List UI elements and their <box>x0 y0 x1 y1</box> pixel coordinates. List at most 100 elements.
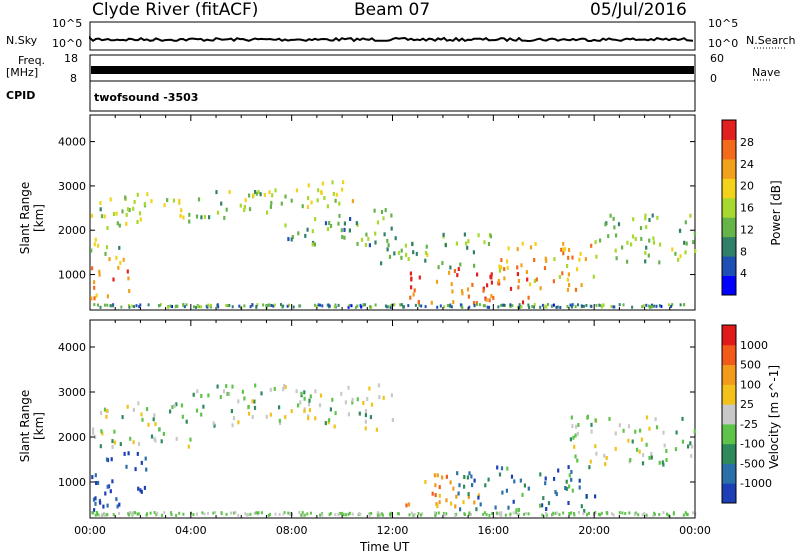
data-cell <box>270 200 273 205</box>
data-cell <box>658 260 661 265</box>
data-cell <box>644 213 647 218</box>
y-tick-label: 1000 <box>58 269 86 282</box>
data-cell <box>106 226 109 230</box>
data-cell <box>340 228 343 233</box>
colorbar-frame <box>721 119 737 296</box>
data-cell <box>523 483 526 488</box>
nave-tick-top: 60 <box>710 52 724 65</box>
data-cell <box>390 511 393 515</box>
data-cell <box>576 267 579 272</box>
data-cell <box>92 431 95 436</box>
data-cell <box>468 305 471 309</box>
data-cell <box>321 304 324 308</box>
data-cell <box>348 511 351 515</box>
data-cell <box>373 208 376 213</box>
data-cell <box>94 473 97 478</box>
data-cell <box>437 265 440 270</box>
data-cell <box>571 255 574 260</box>
data-cell <box>521 241 524 246</box>
data-cell <box>195 408 199 413</box>
data-cell <box>516 265 519 270</box>
data-cell <box>302 513 305 517</box>
data-cell <box>479 502 482 507</box>
data-cell <box>412 250 415 255</box>
data-cell <box>153 413 156 418</box>
data-cell <box>100 411 103 415</box>
data-cell <box>342 180 345 185</box>
colorbar-frame <box>721 324 737 504</box>
data-cell <box>390 393 393 398</box>
data-cell <box>96 511 98 515</box>
data-cell <box>212 511 215 515</box>
data-cell <box>679 254 682 259</box>
data-cell <box>424 305 427 309</box>
data-cell <box>107 484 111 489</box>
data-cell <box>326 204 329 209</box>
data-cell <box>106 484 109 489</box>
data-cell <box>590 243 593 248</box>
data-cell <box>641 513 644 517</box>
data-cell <box>399 303 402 307</box>
data-cell <box>90 213 94 218</box>
data-cell <box>241 389 244 394</box>
data-cell <box>690 453 693 458</box>
data-cell <box>595 254 598 259</box>
data-cell <box>512 511 515 515</box>
data-cell <box>570 415 573 420</box>
data-cell <box>217 305 220 309</box>
data-cell <box>169 409 172 414</box>
data-cell <box>207 511 209 515</box>
data-cell <box>568 484 571 489</box>
data-cell <box>97 303 99 307</box>
data-cell <box>389 305 392 309</box>
data-cell <box>244 512 247 516</box>
data-cell <box>645 415 649 420</box>
colorbar-swatch <box>722 384 736 405</box>
data-cell <box>319 303 322 307</box>
data-cell <box>576 458 579 463</box>
data-cell <box>558 513 561 517</box>
data-cell <box>425 244 428 249</box>
colorbar-tick-label: 1000 <box>740 339 768 352</box>
data-cell <box>562 247 565 252</box>
data-cell <box>475 507 478 512</box>
beam-title: Beam 07 <box>354 0 431 20</box>
data-cell <box>512 499 515 504</box>
data-cell <box>654 417 657 422</box>
data-cell <box>174 305 177 309</box>
data-cell <box>383 232 386 237</box>
data-cell <box>441 475 444 480</box>
data-cell <box>154 438 157 443</box>
data-cell <box>648 218 651 222</box>
data-cell <box>393 251 396 256</box>
data-cell <box>642 453 645 458</box>
x-tick-label: 04:00 <box>175 524 207 537</box>
data-cell <box>470 474 473 479</box>
data-cell <box>351 400 354 405</box>
data-cell <box>123 451 126 456</box>
data-cell <box>273 386 276 391</box>
data-cell <box>181 414 184 419</box>
nsky-tick-bottom: 10^0 <box>52 37 83 50</box>
data-cell <box>665 449 668 453</box>
data-cell <box>400 303 403 307</box>
data-cell <box>437 511 440 515</box>
data-cell <box>497 281 500 286</box>
data-cell <box>225 207 228 212</box>
data-cell <box>472 250 475 255</box>
data-cell <box>374 231 377 236</box>
data-cell <box>94 501 97 506</box>
data-cell <box>521 300 525 305</box>
data-cell <box>468 512 471 516</box>
data-cell <box>156 511 159 515</box>
data-cell <box>129 436 132 441</box>
data-cell <box>574 287 578 292</box>
data-cell <box>337 303 340 307</box>
data-cell <box>407 257 410 261</box>
data-cell <box>448 270 451 275</box>
x-tick-label: 12:00 <box>377 524 409 537</box>
data-cell <box>106 294 109 299</box>
freq-tick-bottom: 8 <box>70 72 77 85</box>
data-cell <box>615 256 618 261</box>
data-cell <box>126 404 129 409</box>
